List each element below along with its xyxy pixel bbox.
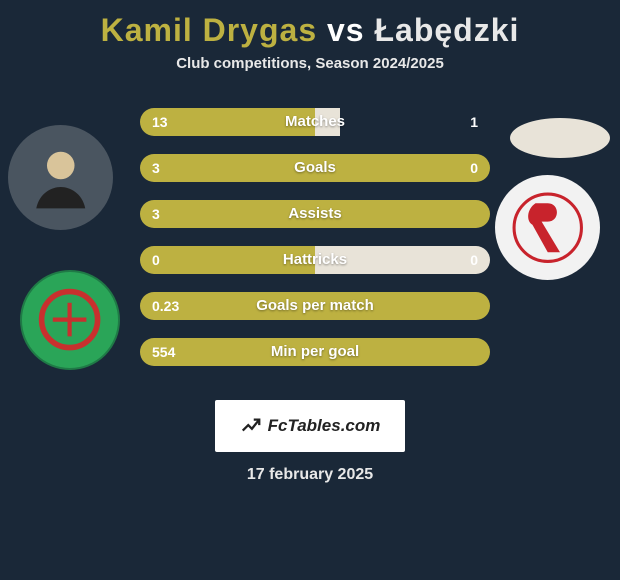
stat-value-left: 13 [152,108,168,136]
stat-row: Min per goal554 [140,338,490,366]
stat-value-left: 0.23 [152,292,179,320]
stat-value-left: 554 [152,338,175,366]
stat-row: Goals3 0 [140,154,490,182]
stat-value-right: 0 [470,154,478,182]
title-vs: vs [327,12,365,48]
player1-photo [8,125,113,230]
stat-value-left: 3 [152,154,160,182]
stat-value-left: 0 [152,246,160,274]
stat-value-right: 0 [470,246,478,274]
subtitle: Club competitions, Season 2024/2025 [176,55,444,72]
person-icon [24,141,98,215]
stat-label: Matches [140,108,490,136]
stat-label: Goals [140,154,490,182]
chart-icon [240,415,262,437]
stat-value-left: 3 [152,200,160,228]
stat-row: Goals per match0.23 [140,292,490,320]
stat-label: Min per goal [140,338,490,366]
stat-value-right: 1 [470,108,478,136]
club-logo-icon [511,191,585,265]
source-badge: FcTables.com [215,400,405,452]
shield-icon [36,286,103,353]
stat-row: Assists3 [140,200,490,228]
player2-photo [510,118,610,158]
comparison-title: Kamil Drygas vs Łabędzki [101,12,520,49]
stat-label: Goals per match [140,292,490,320]
source-text: FcTables.com [268,416,381,436]
player2-club-badge [495,175,600,280]
title-player2: Łabędzki [374,12,519,48]
stat-row: Matches13 1 [140,108,490,136]
stat-row: Hattricks0 0 [140,246,490,274]
player1-club-badge [20,270,120,370]
footer-date: 17 february 2025 [247,466,373,484]
title-player1: Kamil Drygas [101,12,318,48]
stat-label: Hattricks [140,246,490,274]
stat-label: Assists [140,200,490,228]
